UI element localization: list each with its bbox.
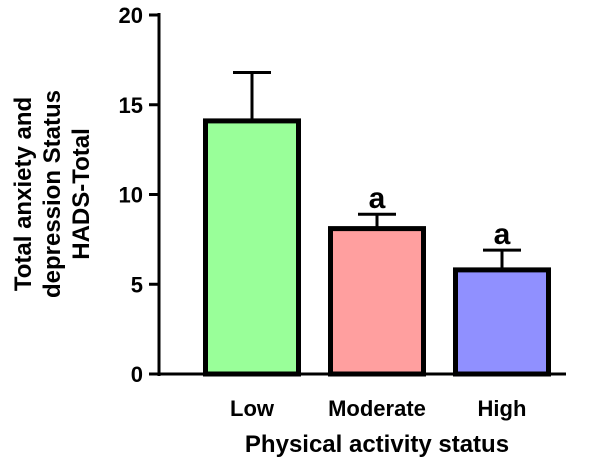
y-axis-title-line-1: Total anxiety and bbox=[10, 97, 37, 291]
y-tick-label: 0 bbox=[131, 362, 143, 387]
y-axis-title-line-2: depression Status bbox=[39, 90, 66, 298]
significance-label-moderate: a bbox=[369, 182, 386, 215]
y-axis-title-line-3: HADS-Total bbox=[68, 128, 95, 260]
tick-labels: 0 5 10 15 20 Low Moderate a High a bbox=[119, 3, 527, 421]
y-tick-label: 10 bbox=[119, 183, 143, 208]
bar-low bbox=[203, 118, 301, 377]
bar-moderate bbox=[328, 226, 426, 377]
y-tick-label: 5 bbox=[131, 272, 143, 297]
y-tick-label: 20 bbox=[119, 3, 143, 28]
bars bbox=[203, 118, 551, 377]
y-axis bbox=[149, 13, 161, 376]
error-bars bbox=[233, 70, 521, 270]
y-tick-label: 15 bbox=[119, 93, 143, 118]
x-axis-title: Physical activity status bbox=[245, 431, 509, 458]
x-tick-label-low: Low bbox=[230, 396, 275, 421]
bar-high bbox=[453, 267, 551, 377]
significance-label-high: a bbox=[494, 218, 511, 251]
x-tick-label-moderate: Moderate bbox=[328, 396, 426, 421]
x-tick-label-high: High bbox=[478, 396, 527, 421]
